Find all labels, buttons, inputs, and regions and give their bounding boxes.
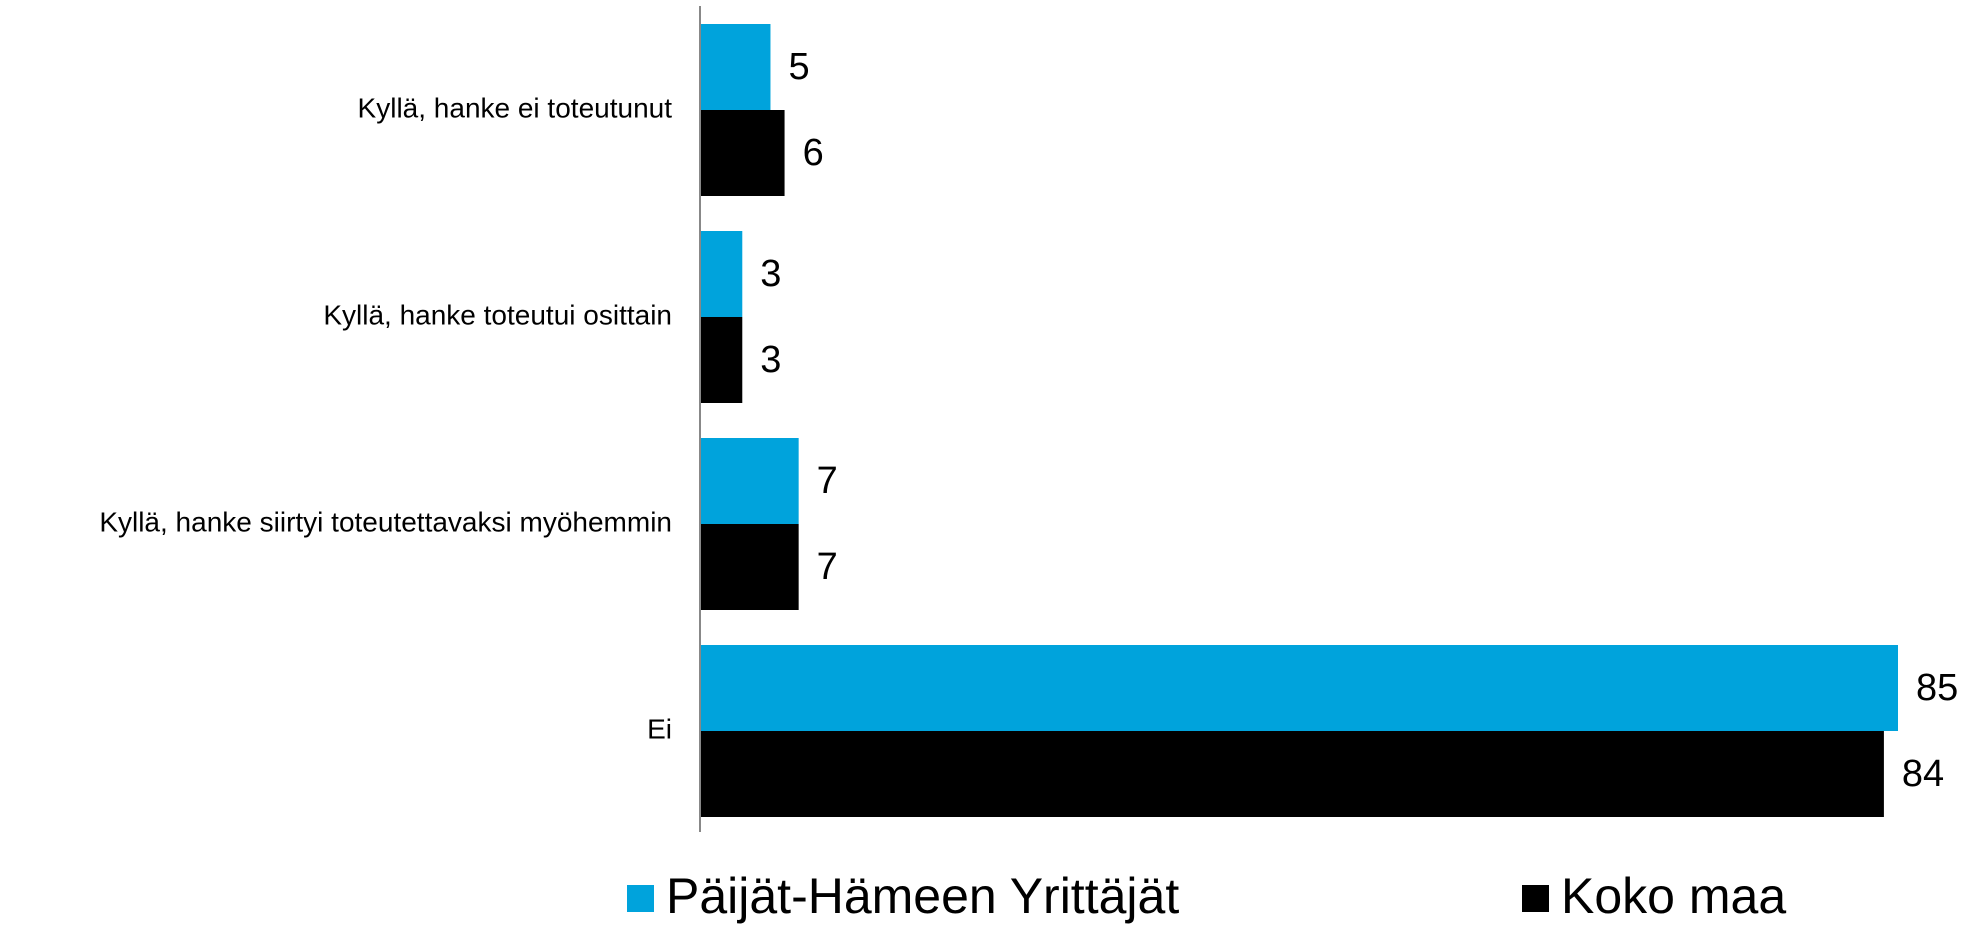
bar <box>700 645 1898 731</box>
value-label: 5 <box>788 46 809 88</box>
value-label: 85 <box>1916 667 1958 709</box>
category-label: Kyllä, hanke siirtyi toteutettavaksi myö… <box>99 506 672 537</box>
legend-swatch <box>1522 885 1549 912</box>
bar <box>700 317 743 403</box>
bar <box>700 731 1884 817</box>
bar <box>700 24 771 110</box>
category-label: Ei <box>647 713 672 744</box>
legend-label: Päijät-Hämeen Yrittäjät <box>666 868 1179 924</box>
legend-label: Koko maa <box>1561 868 1786 924</box>
category-label: Kyllä, hanke ei toteutunut <box>358 92 673 123</box>
value-label: 6 <box>803 132 824 174</box>
value-label: 7 <box>817 460 838 502</box>
legend-swatch <box>627 885 654 912</box>
value-label: 3 <box>760 339 781 381</box>
bar <box>700 524 799 610</box>
value-label: 7 <box>817 546 838 588</box>
bar <box>700 110 785 196</box>
bar <box>700 231 743 317</box>
value-label: 3 <box>760 253 781 295</box>
bar <box>700 438 799 524</box>
category-label: Kyllä, hanke toteutui osittain <box>323 299 672 330</box>
value-label: 84 <box>1902 753 1944 795</box>
